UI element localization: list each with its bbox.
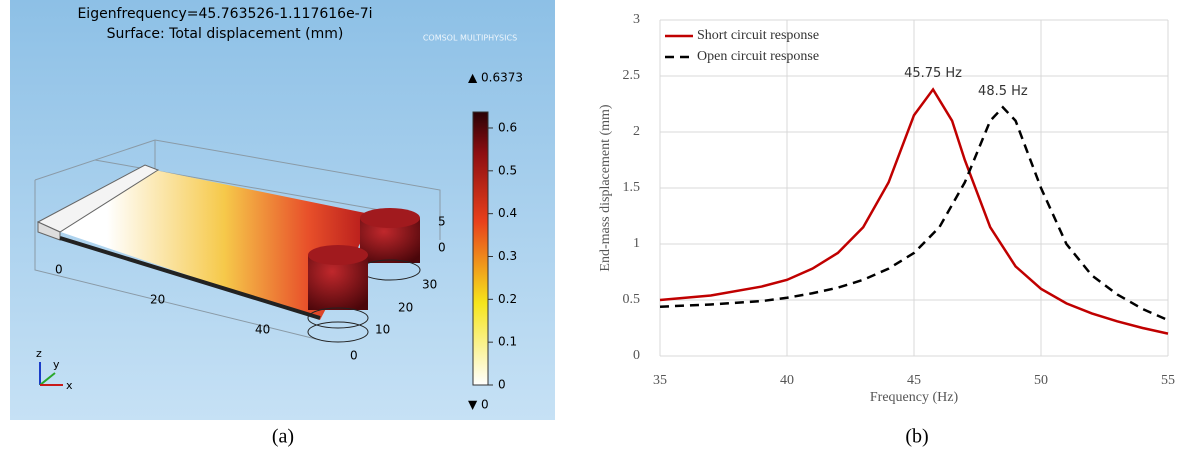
triad-label: y bbox=[53, 358, 60, 371]
colorbar-tick-label: 0.1 bbox=[498, 335, 517, 349]
y-tick-label: 2 bbox=[633, 124, 640, 139]
triad-label: z bbox=[36, 347, 42, 360]
axis-number: 40 bbox=[255, 323, 270, 337]
render-subtitle: Surface: Total displacement (mm) bbox=[107, 26, 344, 42]
axis-number: 30 bbox=[422, 278, 437, 292]
y-tick-label: 0.5 bbox=[623, 292, 641, 307]
annotation: 45.75 Hz bbox=[904, 66, 962, 81]
y-tick-label: 2.5 bbox=[623, 68, 641, 83]
x-tick-label: 45 bbox=[907, 373, 921, 388]
x-tick-label: 55 bbox=[1161, 373, 1175, 388]
colorbar-tick-label: 0.6 bbox=[498, 120, 517, 134]
y-tick-label: 0 bbox=[633, 348, 640, 363]
x-tick-label: 40 bbox=[780, 373, 794, 388]
y-axis-label: End-mass displacement (mm) bbox=[598, 104, 613, 272]
y-tick-label: 3 bbox=[633, 12, 640, 27]
colorbar-max: ▲ 0.6373 bbox=[468, 71, 523, 85]
colorbar-tick-label: 0.5 bbox=[498, 163, 517, 177]
axis-number: 0 bbox=[350, 349, 358, 363]
colorbar-tick-label: 0 bbox=[498, 378, 506, 392]
colorbar-min: ▼ 0 bbox=[468, 398, 489, 412]
figure: Eigenfrequency=45.763526-1.117616e-7i Su… bbox=[0, 0, 1177, 454]
panel-a: Eigenfrequency=45.763526-1.117616e-7i Su… bbox=[10, 0, 555, 448]
axis-number: 0 bbox=[55, 263, 63, 277]
triad-label: x bbox=[66, 379, 73, 392]
logo: COMSOL MULTIPHYSICS bbox=[423, 34, 517, 43]
caption: (a) bbox=[272, 426, 294, 448]
x-axis-label: Frequency (Hz) bbox=[870, 390, 959, 405]
colorbar-scale bbox=[473, 112, 488, 385]
colorbar-tick-label: 0.4 bbox=[498, 206, 517, 220]
x-tick-label: 50 bbox=[1034, 373, 1048, 388]
legend-label: Open circuit response bbox=[697, 49, 819, 64]
y-tick-label: 1.5 bbox=[623, 180, 641, 195]
axis-number: 20 bbox=[398, 301, 413, 315]
axis-number: 10 bbox=[375, 323, 390, 337]
render-title: Eigenfrequency=45.763526-1.117616e-7i bbox=[77, 6, 372, 22]
axis-number: 20 bbox=[150, 293, 165, 307]
x-tick-label: 35 bbox=[653, 373, 667, 388]
panel-b: 0 0.5 1 1.5 2 2.5 3 35 40 45 50 55 Frequency (Hz) End… bbox=[598, 12, 1175, 447]
colorbar-tick-label: 0.3 bbox=[498, 249, 517, 263]
caption: (b) bbox=[905, 426, 928, 448]
colorbar-tick-label: 0.2 bbox=[498, 292, 517, 306]
axis-number: 5 bbox=[438, 215, 446, 229]
legend-label: Short circuit response bbox=[697, 28, 819, 43]
axis-number: 0 bbox=[438, 241, 446, 255]
annotation: 48.5 Hz bbox=[978, 84, 1028, 99]
y-tick-label: 1 bbox=[633, 236, 640, 251]
